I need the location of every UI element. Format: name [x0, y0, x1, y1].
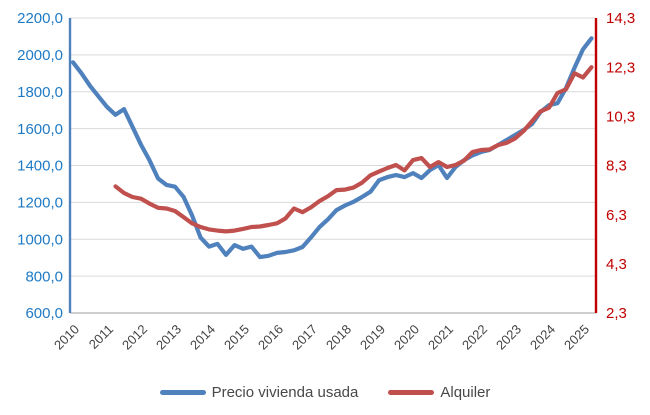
x-axis-tick-label: 2021 — [425, 322, 456, 353]
legend-swatch-precio-icon — [159, 389, 206, 395]
right-axis-tick-label: 4,3 — [606, 256, 627, 273]
x-axis-tick-label: 2016 — [255, 322, 286, 353]
series-line-alquiler — [113, 65, 594, 234]
left-axis-tick-label: 2200,0 — [17, 10, 63, 27]
x-axis-tick-label: 2011 — [86, 322, 116, 352]
x-axis-tick-label: 2017 — [289, 322, 320, 353]
right-axis-tick-label: 12,3 — [606, 59, 635, 76]
x-axis-tick-label: 2023 — [493, 322, 524, 353]
left-axis-tick-label: 1000,0 — [17, 231, 63, 248]
right-axis-tick-label: 10,3 — [606, 109, 635, 126]
right-axis-tick-label: 14,3 — [606, 10, 635, 27]
x-axis-tick-label: 2012 — [119, 322, 150, 353]
x-axis-tick-label: 2015 — [221, 322, 252, 353]
legend-swatch-alquiler-icon — [388, 389, 435, 395]
x-axis-tick-label: 2020 — [391, 322, 422, 353]
x-axis-tick-label: 2019 — [357, 322, 388, 353]
x-axis-tick-label: 2010 — [51, 322, 82, 353]
right-axis-tick-label: 2,3 — [606, 305, 627, 322]
series-line-precio-vivienda-usada — [70, 36, 594, 260]
legend-label-alquiler: Alquiler — [440, 383, 491, 401]
legend-label-precio: Precio vivienda usada — [211, 383, 359, 401]
right-axis-tick-label: 6,3 — [606, 207, 627, 224]
left-axis-tick-label: 1600,0 — [17, 121, 63, 138]
left-axis-tick-label: 1200,0 — [17, 195, 63, 212]
x-axis-tick-label: 2024 — [527, 322, 558, 353]
legend-item-alquiler: Alquiler — [388, 384, 490, 401]
right-axis-tick-label: 8,3 — [606, 158, 627, 175]
left-axis-tick-label: 1800,0 — [17, 84, 63, 101]
left-axis-tick-label: 1400,0 — [17, 158, 63, 175]
x-axis-tick-label: 2025 — [561, 322, 592, 353]
x-axis-tick-label: 2022 — [459, 322, 490, 353]
left-axis-tick-label: 600,0 — [25, 305, 63, 322]
x-axis-tick-label: 2013 — [153, 322, 184, 353]
left-axis-tick-label: 800,0 — [25, 268, 63, 285]
x-axis-tick-label: 2018 — [323, 322, 354, 353]
x-axis-tick-label: 2014 — [187, 322, 218, 353]
left-axis-tick-label: 2000,0 — [17, 47, 63, 64]
legend: Precio vivienda usada Alquiler — [0, 378, 650, 406]
legend-item-precio-vivienda-usada: Precio vivienda usada — [159, 383, 359, 401]
